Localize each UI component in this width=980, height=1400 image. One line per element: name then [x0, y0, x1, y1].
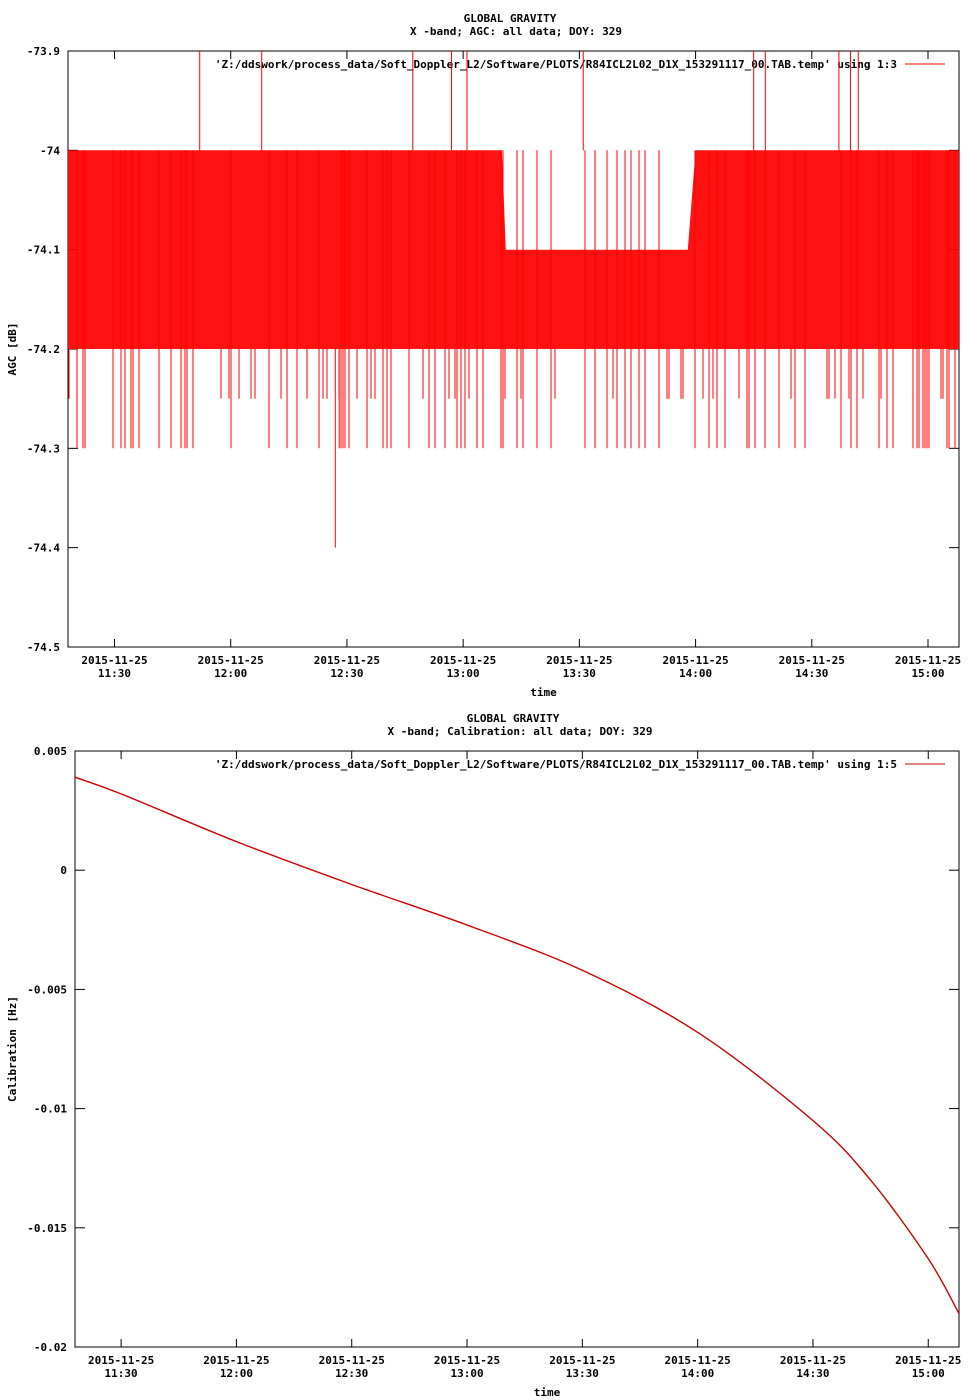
calibration-chart: GLOBAL GRAVITY X -band; Calibration: all… — [6, 712, 961, 1399]
x-tick-time-label: 13:30 — [566, 1367, 599, 1380]
y-tick-label: -74.5 — [27, 641, 60, 654]
x-tick-time-label: 12:30 — [330, 667, 363, 680]
x-tick-time-label: 13:00 — [450, 1367, 483, 1380]
x-tick-time-label: 14:30 — [795, 667, 828, 680]
series-noise-band — [68, 150, 959, 349]
series-group — [75, 776, 959, 1314]
series-line — [75, 776, 959, 1314]
y-tick-label: -74.2 — [27, 343, 60, 356]
y-tick-label: -0.02 — [34, 1341, 67, 1354]
x-tick-date-label: 2015-11-25 — [780, 1354, 846, 1367]
x-tick-time-label: 11:30 — [105, 1367, 138, 1380]
x-tick-date-label: 2015-11-25 — [88, 1354, 154, 1367]
y-tick-label: -74.1 — [27, 244, 60, 257]
y-tick-label: 0.005 — [34, 745, 67, 758]
x-tick-date-label: 2015-11-25 — [434, 1354, 500, 1367]
x-tick-date-label: 2015-11-25 — [430, 654, 496, 667]
x-tick-time-label: 12:00 — [214, 667, 247, 680]
x-tick-date-label: 2015-11-25 — [546, 654, 612, 667]
x-axis-label: time — [534, 1386, 561, 1399]
y-tick-label: -0.005 — [27, 983, 67, 996]
x-tick-time-label: 12:00 — [220, 1367, 253, 1380]
x-axis-label: time — [530, 686, 557, 699]
y-tick-label: -73.9 — [27, 45, 60, 58]
x-tick-date-label: 2015-11-25 — [779, 654, 845, 667]
x-tick-time-label: 13:00 — [447, 667, 480, 680]
x-tick-date-label: 2015-11-25 — [549, 1354, 615, 1367]
y-tick-label: -0.015 — [27, 1222, 67, 1235]
series-noise-texture — [68, 150, 956, 449]
y-tick-label: -74.4 — [27, 542, 60, 555]
x-tick-date-label: 2015-11-25 — [895, 654, 961, 667]
x-tick-time-label: 11:30 — [98, 667, 131, 680]
chart-subtitle: X -band; Calibration: all data; DOY: 329 — [388, 725, 653, 738]
plot-area-frame — [74, 750, 960, 1348]
y-tick-label: -74 — [40, 144, 60, 157]
x-tick-date-label: 2015-11-25 — [319, 1354, 385, 1367]
x-tick-time-label: 15:00 — [911, 667, 944, 680]
x-tick-date-label: 2015-11-25 — [665, 1354, 731, 1367]
x-tick-time-label: 13:30 — [563, 667, 596, 680]
chart-title: GLOBAL GRAVITY — [467, 712, 560, 725]
x-tick-date-label: 2015-11-25 — [203, 1354, 269, 1367]
x-tick-date-label: 2015-11-25 — [198, 654, 264, 667]
x-tick-date-label: 2015-11-25 — [314, 654, 380, 667]
x-tick-time-label: 15:00 — [912, 1367, 945, 1380]
x-tick-date-label: 2015-11-25 — [662, 654, 728, 667]
y-axis-label: AGC [dB] — [6, 323, 19, 376]
series-group — [68, 51, 959, 548]
y-tick-label: -0.01 — [34, 1103, 67, 1116]
legend-label: 'Z:/ddswork/process_data/Soft_Doppler_L2… — [215, 58, 897, 71]
y-tick-label: 0 — [60, 864, 67, 877]
x-tick-time-label: 14:00 — [681, 1367, 714, 1380]
x-tick-date-label: 2015-11-25 — [895, 1354, 961, 1367]
chart-subtitle: X -band; AGC: all data; DOY: 329 — [410, 25, 622, 38]
agc-chart: GLOBAL GRAVITY X -band; AGC: all data; D… — [6, 12, 961, 699]
y-axis-label: Calibration [Hz] — [6, 996, 19, 1102]
x-tick-date-label: 2015-11-25 — [81, 654, 147, 667]
legend-label: 'Z:/ddswork/process_data/Soft_Doppler_L2… — [215, 758, 897, 771]
chart-title: GLOBAL GRAVITY — [464, 12, 557, 25]
x-tick-time-label: 14:30 — [796, 1367, 829, 1380]
y-tick-label: -74.3 — [27, 442, 60, 455]
x-tick-time-label: 12:30 — [335, 1367, 368, 1380]
x-tick-time-label: 14:00 — [679, 667, 712, 680]
